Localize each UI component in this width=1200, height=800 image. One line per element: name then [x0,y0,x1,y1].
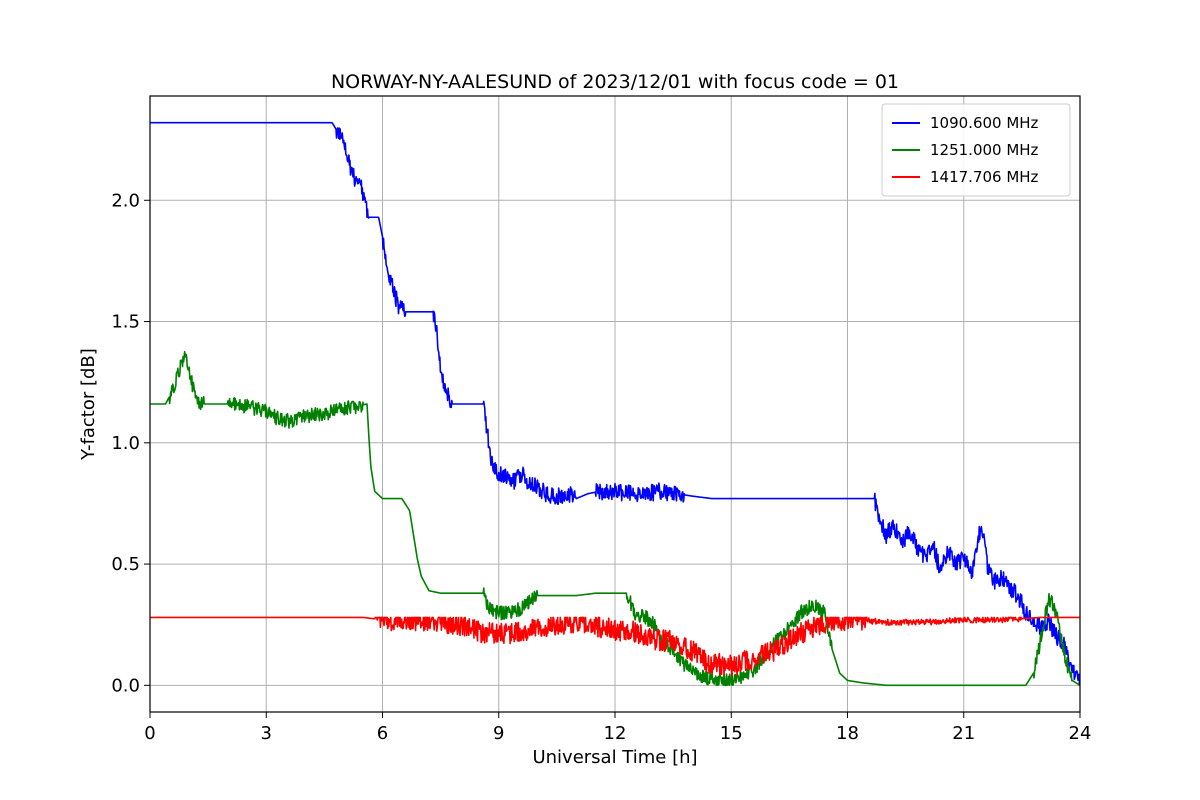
series-line-2 [149,350,1081,687]
x-tick-label: 18 [836,723,859,744]
series-line-3 [149,616,1081,677]
legend-label-1: 1090.600 MHz [930,114,1039,132]
y-tick-label: 0.0 [111,675,140,696]
x-tick-label: 21 [952,723,975,744]
y-tick-label: 1.5 [111,312,140,333]
x-tick-label: 15 [720,723,743,744]
x-tick-label: 24 [1069,723,1092,744]
x-tick-label: 6 [377,723,388,744]
x-axis-label: Universal Time [h] [532,747,697,768]
y-tick-label: 0.5 [111,554,140,575]
y-tick-label: 2.0 [111,190,140,211]
legend-label-3: 1417.706 MHz [930,168,1039,186]
grid [150,96,1080,712]
axis-ticks: 0 3 6 9 12 15 18 21 24 0.0 0.5 1.0 1.5 2.0 [111,190,1091,744]
series-lines [149,121,1081,687]
series-line-1 [149,121,1081,687]
x-tick-label: 9 [493,723,504,744]
legend-label-2: 1251.000 MHz [930,141,1039,159]
x-tick-label: 12 [604,723,627,744]
x-tick-label: 3 [261,723,272,744]
x-tick-label: 0 [144,723,155,744]
chart-title: NORWAY-NY-AALESUND of 2023/12/01 with fo… [331,71,899,93]
legend: 1090.600 MHz 1251.000 MHz 1417.706 MHz [881,103,1071,197]
y-axis-label: Y-factor [dB] [78,348,99,461]
legend-box [881,103,1071,197]
y-tick-label: 1.0 [111,433,140,454]
